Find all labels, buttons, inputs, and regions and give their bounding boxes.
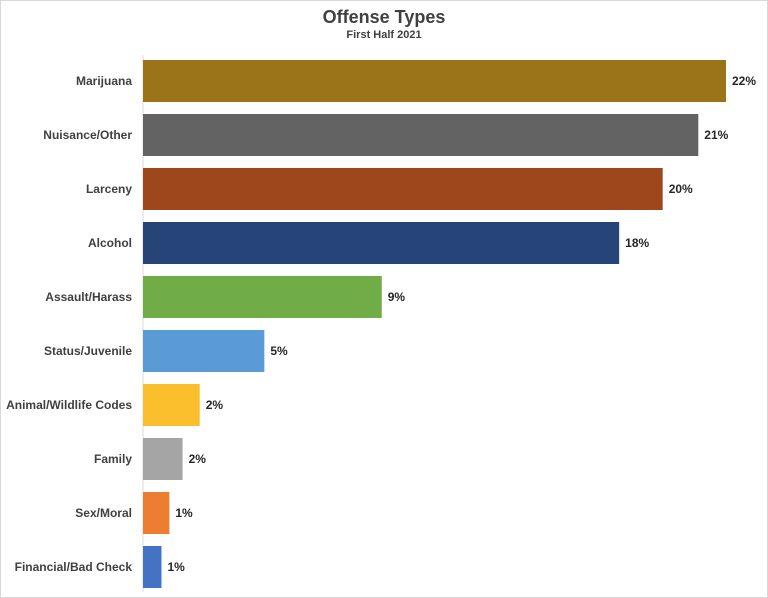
- value-label-financial-bad-check: 1%: [167, 560, 185, 574]
- value-label-animal-wildlife-codes: 2%: [206, 398, 224, 412]
- chart-subtitle: First Half 2021: [346, 29, 422, 41]
- category-label-assault-harass: Assault/Harass: [45, 290, 132, 304]
- bar-alcohol: [143, 222, 620, 264]
- category-label-status-juvenile: Status/Juvenile: [44, 344, 132, 358]
- bar-nuisance-other: [143, 114, 699, 156]
- value-label-family: 2%: [189, 452, 207, 466]
- bar-animal-wildlife-codes: [143, 384, 200, 426]
- category-label-marijuana: Marijuana: [76, 74, 132, 88]
- bar-sex-moral: [143, 492, 170, 534]
- chart-title: Offense Types: [322, 7, 446, 27]
- category-label-family: Family: [94, 452, 132, 466]
- value-label-marijuana: 22%: [732, 74, 756, 88]
- bar-marijuana: [143, 60, 726, 102]
- bar-larceny: [143, 168, 663, 210]
- value-label-nuisance-other: 21%: [704, 128, 728, 142]
- category-label-financial-bad-check: Financial/Bad Check: [15, 560, 133, 574]
- bar-family: [143, 438, 183, 480]
- category-label-nuisance-other: Nuisance/Other: [43, 128, 132, 142]
- bar-financial-bad-check: [143, 546, 162, 588]
- value-label-larceny: 20%: [669, 182, 693, 196]
- category-label-larceny: Larceny: [86, 182, 132, 196]
- value-label-sex-moral: 1%: [175, 506, 193, 520]
- category-label-alcohol: Alcohol: [88, 236, 132, 250]
- value-label-alcohol: 18%: [625, 236, 649, 250]
- category-label-animal-wildlife-codes: Animal/Wildlife Codes: [6, 398, 132, 412]
- bar-status-juvenile: [143, 330, 265, 372]
- category-label-sex-moral: Sex/Moral: [75, 506, 132, 520]
- bar-assault-harass: [143, 276, 382, 318]
- value-label-status-juvenile: 5%: [270, 344, 288, 358]
- value-label-assault-harass: 9%: [388, 290, 406, 304]
